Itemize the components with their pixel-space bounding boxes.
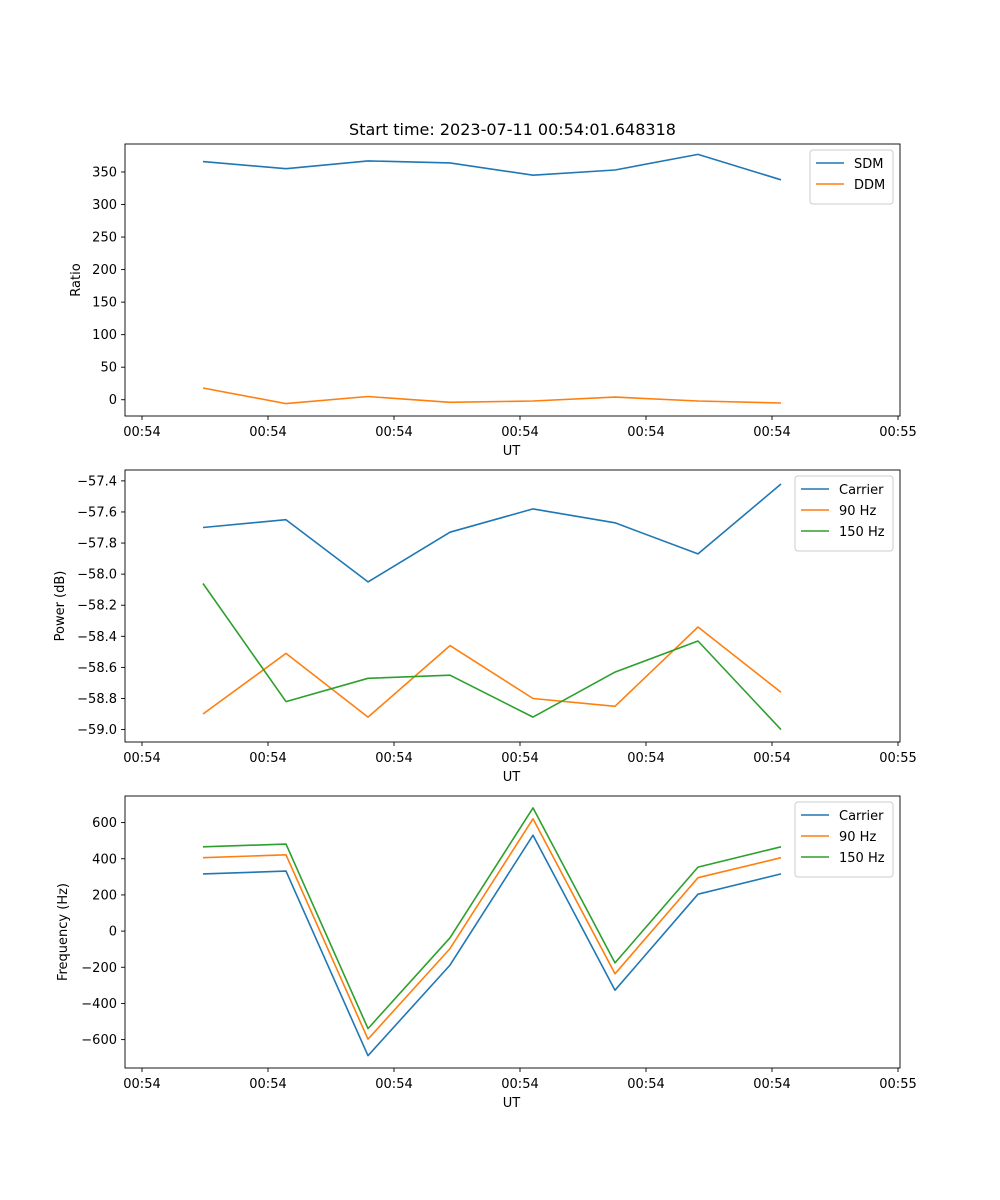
- series-line-carrier: [202, 834, 782, 1057]
- y-tick-label: −59.0: [77, 723, 117, 738]
- x-tick-label: 00:54: [375, 751, 412, 766]
- y-axis-label: Frequency (Hz): [56, 883, 71, 981]
- y-tick-label: 200: [92, 888, 117, 903]
- y-tick-label: 300: [92, 198, 117, 213]
- y-tick-label: 150: [92, 296, 117, 311]
- chart-title: Start time: 2023-07-11 00:54:01.648318: [349, 120, 676, 139]
- y-tick-label: 50: [100, 361, 117, 376]
- y-tick-label: −58.0: [77, 568, 117, 583]
- series-line-150-hz: [202, 583, 782, 731]
- x-tick-label: 00:54: [501, 425, 538, 440]
- plot-frame: [124, 795, 901, 1069]
- x-axis-label: UT: [503, 444, 521, 459]
- x-tick-label: 00:54: [627, 425, 664, 440]
- series-line-ddm: [202, 387, 782, 405]
- legend-box: [794, 475, 894, 552]
- x-tick-label: 00:54: [627, 1077, 664, 1092]
- x-tick-label: 00:54: [249, 1077, 286, 1092]
- series-line-90-hz: [202, 817, 782, 1040]
- x-axis-label: UT: [503, 1096, 521, 1111]
- y-tick-label: −57.8: [77, 537, 117, 552]
- legend-label: 90 Hz: [839, 830, 876, 845]
- x-tick-label: 00:54: [123, 751, 160, 766]
- legend: Carrier 90 Hz 150 Hz: [794, 475, 894, 552]
- y-tick-label: 250: [92, 231, 117, 246]
- legend-label: DDM: [854, 178, 885, 193]
- series-line-sdm: [202, 153, 782, 181]
- y-axis-label: Ratio: [69, 263, 84, 296]
- x-tick-label: 00:54: [249, 751, 286, 766]
- x-tick-label: 00:54: [123, 425, 160, 440]
- legend-label: 90 Hz: [839, 504, 876, 519]
- plot-frame: [124, 469, 901, 743]
- y-tick-label: −58.2: [77, 599, 117, 614]
- legend-box: [794, 801, 894, 878]
- y-tick-label: 350: [92, 165, 117, 180]
- x-tick-label: 00:55: [879, 425, 916, 440]
- x-tick-label: 00:54: [249, 425, 286, 440]
- x-tick-label: 00:54: [501, 1077, 538, 1092]
- y-tick-label: 100: [92, 328, 117, 343]
- x-tick-label: 00:54: [375, 425, 412, 440]
- x-tick-label: 00:54: [753, 751, 790, 766]
- y-axis-label: Power (dB): [53, 571, 68, 642]
- y-tick-label: 0: [109, 393, 117, 408]
- chart-panel-2: −59.0 −58.8 −58.6 −58.4 −58.2 −58.0 −57.8 −57.6…: [53, 469, 917, 785]
- series-lines: [202, 483, 782, 731]
- x-tick-label: 00:54: [501, 751, 538, 766]
- legend-label: Carrier: [839, 809, 884, 824]
- legend: SDM DDM: [809, 149, 894, 205]
- plot-frame: [124, 143, 901, 417]
- x-axis-label: UT: [503, 770, 521, 785]
- chart-panel-3: −600 −400 −200 0 200 400 600 00:54 00:54 00:54 00:…: [56, 795, 917, 1111]
- x-tick-label: 00:54: [123, 1077, 160, 1092]
- y-tick-label: 600: [92, 816, 117, 831]
- chart-panel-1: Start time: 2023-07-11 00:54:01.648318 0 5…: [69, 120, 917, 459]
- series-line-carrier: [202, 483, 782, 583]
- y-tick-label: −58.6: [77, 661, 117, 676]
- y-tick-label: −600: [81, 1033, 117, 1048]
- series-lines: [202, 807, 782, 1057]
- x-tick-label: 00:54: [753, 425, 790, 440]
- legend: Carrier 90 Hz 150 Hz: [794, 801, 894, 878]
- series-line-90-hz: [202, 626, 782, 718]
- series-line-150-hz: [202, 807, 782, 1030]
- legend-label: SDM: [854, 157, 883, 172]
- x-tick-label: 00:55: [879, 1077, 916, 1092]
- y-tick-label: −400: [81, 997, 117, 1012]
- y-tick-label: 0: [109, 925, 117, 940]
- y-tick-label: 200: [92, 263, 117, 278]
- y-tick-label: 400: [92, 852, 117, 867]
- y-tick-label: −200: [81, 961, 117, 976]
- x-tick-label: 00:55: [879, 751, 916, 766]
- y-tick-label: −58.4: [77, 630, 117, 645]
- y-tick-label: −58.8: [77, 692, 117, 707]
- x-tick-label: 00:54: [627, 751, 664, 766]
- y-tick-label: −57.4: [77, 474, 117, 489]
- series-lines: [202, 153, 782, 405]
- legend-label: 150 Hz: [839, 851, 885, 866]
- legend-label: Carrier: [839, 483, 884, 498]
- x-tick-label: 00:54: [375, 1077, 412, 1092]
- legend-label: 150 Hz: [839, 525, 885, 540]
- y-tick-label: −57.6: [77, 505, 117, 520]
- x-tick-label: 00:54: [753, 1077, 790, 1092]
